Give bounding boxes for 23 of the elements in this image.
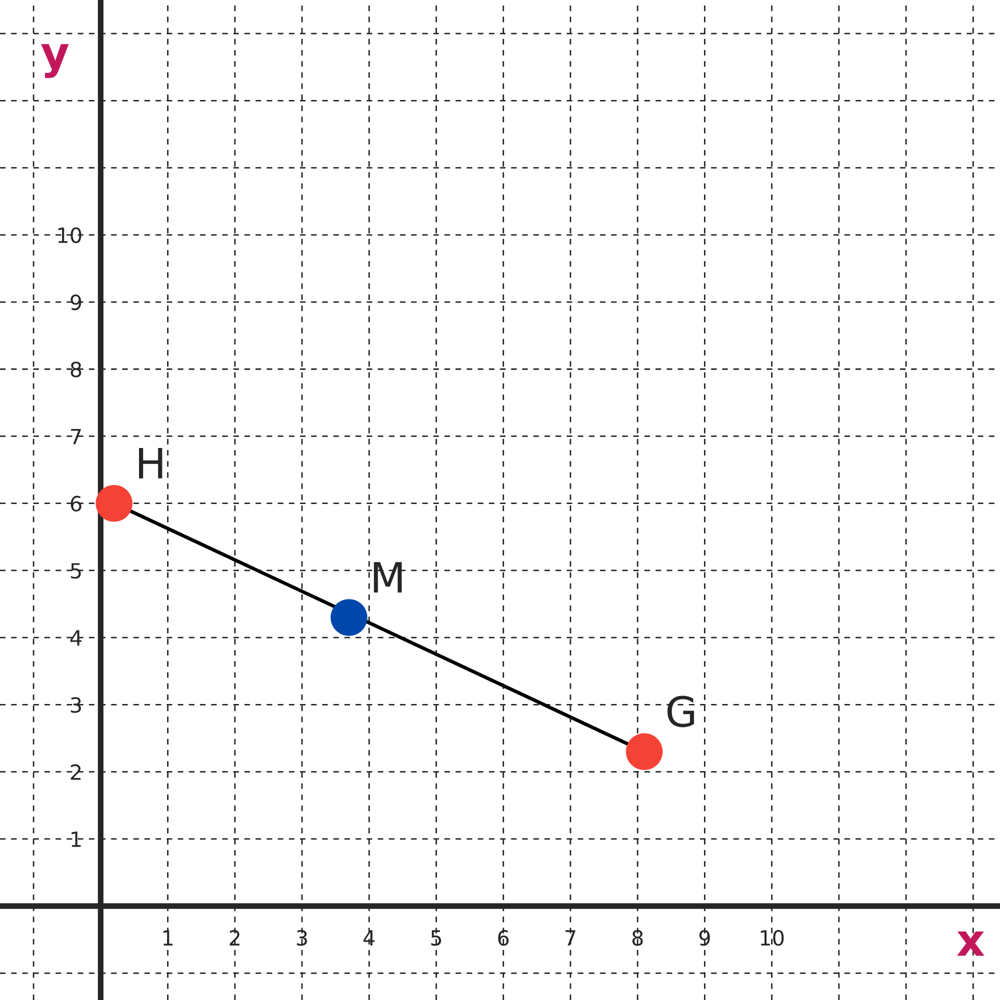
x-tick-label: 5 — [431, 930, 442, 946]
x-tick-label: 3 — [296, 930, 307, 946]
y-tick-label: 7 — [71, 428, 81, 444]
annotation: M — [374, 562, 402, 592]
y-tick-label: 1 — [72, 832, 81, 847]
y-tick-label: 2 — [70, 764, 81, 780]
y-tick-label: 3 — [70, 697, 81, 713]
point — [330, 599, 368, 636]
y-tick-label: 10 — [58, 227, 82, 244]
y-tick-label: 4 — [70, 630, 82, 646]
y-tick-label: 5 — [70, 563, 81, 579]
annotation: G — [667, 696, 694, 728]
y-axis-title: y — [41, 44, 69, 78]
x-tick-label: 9 — [699, 930, 710, 946]
x-tick-label: 6 — [498, 930, 509, 946]
point — [96, 484, 132, 522]
point — [626, 733, 663, 770]
x-axis-title: x — [957, 931, 984, 956]
y-tick-label: 6 — [70, 496, 82, 512]
x-tick-label: 8 — [632, 930, 643, 946]
annotation: H — [139, 448, 162, 478]
x-tick-label: 10 — [760, 930, 784, 946]
y-tick-label: 8 — [70, 362, 82, 378]
